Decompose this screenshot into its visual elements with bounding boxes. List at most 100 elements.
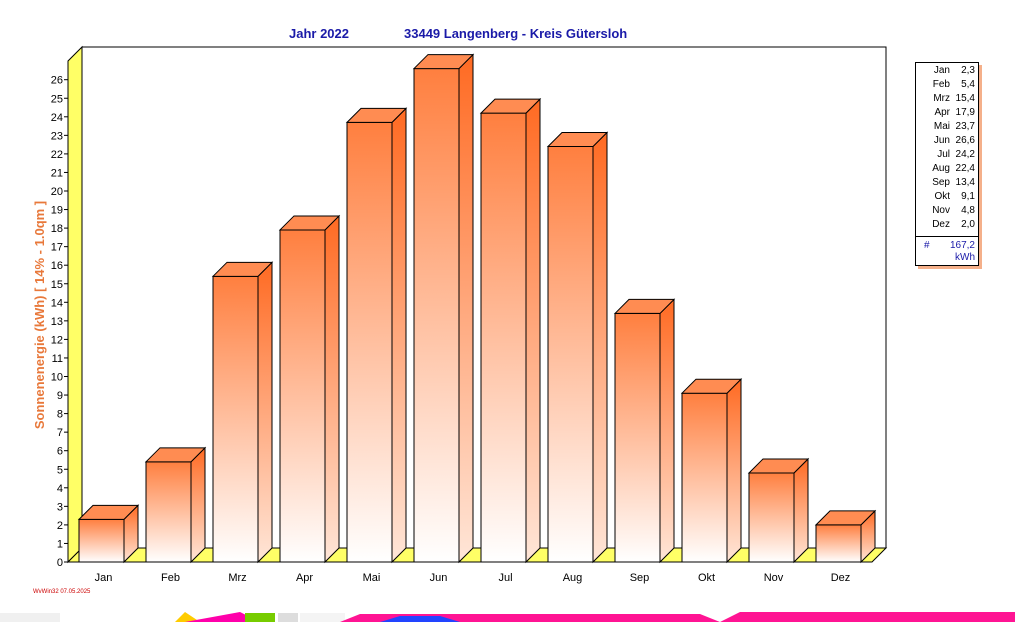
legend-value: 26,6 [955, 135, 975, 146]
legend-row: Jan 2,3 [916, 65, 978, 79]
legend-total-label: # [924, 240, 930, 251]
y-tick-label: 1 [57, 538, 63, 550]
y-tick-label: 16 [51, 260, 63, 272]
bar-side [190, 446, 206, 564]
x-tick-label: Mrz [228, 572, 246, 584]
y-axis-label: Sonnenenergie (kWh) [ 14% - 1.0qm ] [32, 201, 47, 429]
legend-divider [916, 236, 978, 237]
legend-row: Okt 9,1 [916, 191, 978, 205]
bar-front [413, 68, 460, 563]
bar-top [77, 504, 140, 520]
x-tick-label: Okt [698, 572, 715, 584]
y-tick-label: 10 [51, 372, 63, 384]
bar-front [480, 112, 527, 563]
bar-front [78, 518, 125, 563]
y-tick-label: 15 [51, 279, 63, 291]
x-tick-label: Jul [498, 572, 512, 584]
chart-title: Jahr 2022 33449 Langenberg - Kreis Güter… [0, 26, 1015, 44]
bar-side [257, 261, 273, 564]
legend-month: Nov [932, 205, 950, 216]
bar-nov [747, 457, 810, 564]
legend-month: Apr [934, 107, 950, 118]
bar-feb [144, 446, 207, 564]
bar-dez [814, 509, 877, 564]
bar-top [278, 215, 341, 231]
legend-row: Nov 4,8 [916, 205, 978, 219]
bar-mai [345, 107, 408, 564]
bars [77, 53, 877, 564]
legend-row: Feb 5,4 [916, 79, 978, 93]
bar-side [592, 131, 608, 564]
y-tick-label: 17 [51, 242, 63, 254]
bar-front [815, 524, 862, 563]
bar-front [681, 392, 728, 563]
bar-side [726, 377, 742, 564]
bar-front [547, 145, 594, 563]
legend-month: Jan [933, 65, 950, 76]
bar-front [346, 121, 393, 563]
footer-note: WvWin32 07.05.2025 [33, 589, 91, 595]
y-tick-label: 7 [57, 427, 63, 439]
bar-front [614, 312, 661, 563]
bar-sep [613, 298, 676, 564]
bar-top [412, 54, 475, 70]
legend-row: Aug 22,4 [916, 163, 978, 177]
chart-title-place: 33449 Langenberg - Kreis Gütersloh [404, 26, 628, 41]
x-tick-label: Aug [563, 572, 583, 584]
y-tick-label: 26 [51, 75, 63, 87]
y-tick-label: 6 [57, 446, 63, 458]
legend-unit: kWh [955, 252, 975, 263]
y-tick-label: 11 [52, 353, 63, 365]
y-tick-label: 18 [51, 223, 63, 235]
bar-top [546, 131, 609, 147]
bar-top [345, 107, 408, 123]
bar-front [145, 461, 192, 563]
legend-value: 4,8 [961, 205, 975, 216]
legend-month: Jun [933, 135, 950, 146]
legend-row: Apr 17,9 [916, 107, 978, 121]
bar-top [680, 378, 743, 394]
x-tick-label: Mai [363, 572, 381, 584]
y-tick-label: 2 [57, 520, 63, 532]
bar-okt [680, 377, 743, 564]
bar-front [279, 229, 326, 563]
bar-side [525, 97, 541, 564]
bar-side [793, 457, 809, 564]
legend-month: Aug [932, 163, 950, 174]
legend-row: Mai 23,7 [916, 121, 978, 135]
x-tick-label: Feb [161, 572, 180, 584]
bar-top [479, 98, 542, 114]
x-tick-label: Sep [630, 572, 650, 584]
chart-title-year: Jahr 2022 [289, 26, 349, 41]
bar-jun [412, 53, 475, 564]
x-tick-label: Jan [95, 572, 113, 584]
legend-month: Dez [932, 219, 950, 230]
bar-top [211, 261, 274, 277]
x-tick-label: Jun [430, 572, 448, 584]
legend-month: Mai [933, 121, 950, 132]
y-tick-label: 0 [57, 557, 63, 569]
side-wall [67, 45, 83, 564]
x-tick-label: Nov [764, 572, 784, 584]
y-tick-label: 13 [51, 316, 63, 328]
decorative-strip [0, 610, 1015, 622]
y-tick-label: 8 [57, 409, 63, 421]
legend-row: Sep 13,4 [916, 177, 978, 191]
legend-month: Mrz [933, 93, 950, 104]
legend-value: 23,7 [955, 121, 975, 132]
legend-value: 9,1 [961, 191, 975, 202]
legend-row: Mrz 15,4 [916, 93, 978, 107]
legend-value: 5,4 [961, 79, 975, 90]
bar-front [748, 472, 795, 563]
bar-apr [278, 214, 341, 564]
legend-month: Okt [934, 191, 950, 202]
bar-top [814, 510, 877, 526]
y-tick-label: 4 [57, 483, 63, 495]
y-tick-label: 3 [57, 501, 63, 513]
y-tick-label: 19 [51, 205, 63, 217]
bar-top [747, 458, 810, 474]
legend-value: 15,4 [955, 93, 975, 104]
y-tick-label: 21 [51, 167, 63, 179]
legend-value: 2,0 [961, 219, 975, 230]
